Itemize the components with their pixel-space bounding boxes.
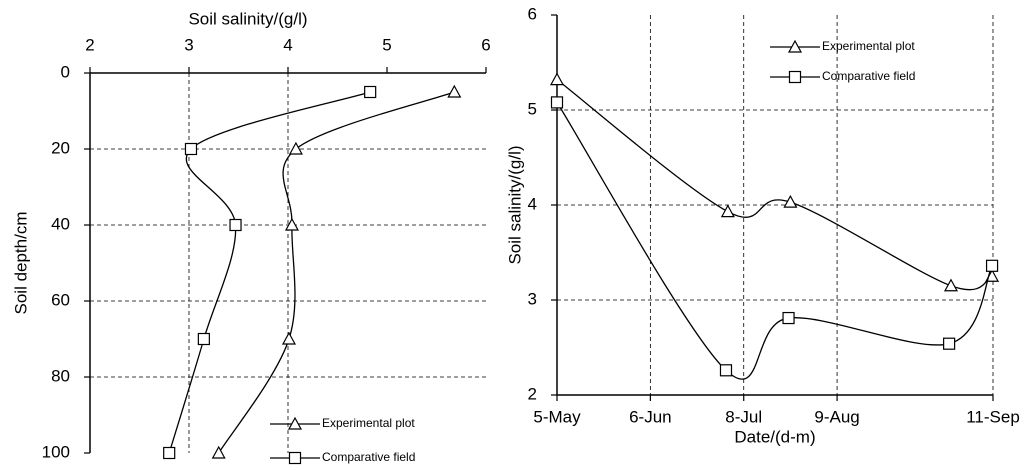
marker bbox=[284, 217, 299, 231]
x-tick-label: 11-Sep bbox=[966, 407, 1020, 426]
x-axis-label: Soil salinity/(g/l) bbox=[188, 9, 307, 28]
series-line bbox=[556, 102, 993, 380]
y-tick-label: 3 bbox=[528, 289, 537, 308]
marker bbox=[782, 311, 795, 325]
marker bbox=[163, 446, 176, 460]
legend-label: Experimental plot bbox=[822, 39, 915, 53]
y-tick-label: 0 bbox=[61, 62, 70, 81]
x-tick-label: 2 bbox=[85, 35, 94, 54]
marker bbox=[720, 204, 735, 218]
x-tick-label: 9-Aug bbox=[814, 407, 859, 426]
legend-label: Experimental plot bbox=[322, 416, 415, 430]
legend-marker bbox=[288, 451, 302, 465]
x-tick-label: 4 bbox=[283, 35, 292, 54]
marker bbox=[184, 142, 198, 156]
marker bbox=[281, 331, 297, 345]
y-tick-label: 4 bbox=[528, 194, 537, 213]
marker bbox=[719, 364, 733, 377]
y-tick-label: 6 bbox=[528, 4, 537, 23]
x-axis-label: Date/(d-m) bbox=[734, 427, 815, 446]
x-tick-label: 8-Jul bbox=[725, 407, 762, 426]
marker bbox=[943, 278, 958, 292]
marker bbox=[783, 194, 798, 208]
marker bbox=[211, 445, 226, 459]
marker bbox=[985, 259, 999, 272]
y-tick-label: 20 bbox=[51, 138, 70, 157]
legend-marker bbox=[787, 39, 803, 53]
x-tick-label: 6 bbox=[481, 35, 490, 54]
x-tick-label: 3 bbox=[184, 35, 193, 54]
marker bbox=[229, 218, 242, 232]
y-tick-label: 60 bbox=[51, 290, 70, 309]
series-line bbox=[168, 91, 371, 454]
y-axis-label: Soil depth/cm bbox=[11, 212, 30, 315]
legend-marker bbox=[287, 416, 303, 430]
y-tick-label: 100 bbox=[42, 442, 70, 461]
x-tick-label: 5-May bbox=[533, 407, 581, 426]
marker bbox=[197, 332, 210, 346]
y-axis-label: Soil salinity/(g/l) bbox=[505, 145, 524, 264]
marker bbox=[943, 337, 956, 350]
y-tick-label: 80 bbox=[51, 366, 70, 385]
marker bbox=[288, 141, 303, 155]
x-tick-label: 6-Jun bbox=[629, 407, 672, 426]
y-tick-label: 40 bbox=[51, 214, 70, 233]
series-line bbox=[218, 91, 455, 454]
marker bbox=[549, 72, 565, 86]
marker bbox=[550, 96, 564, 109]
x-tick-label: 5 bbox=[382, 35, 391, 54]
legend-label: Comparative field bbox=[822, 69, 915, 83]
legend-marker bbox=[788, 70, 802, 84]
y-tick-label: 5 bbox=[528, 99, 537, 118]
y-tick-label: 2 bbox=[528, 384, 537, 403]
marker bbox=[364, 85, 377, 99]
series-line bbox=[556, 79, 993, 291]
legend-label: Comparative field bbox=[322, 450, 415, 464]
marker bbox=[447, 84, 462, 98]
